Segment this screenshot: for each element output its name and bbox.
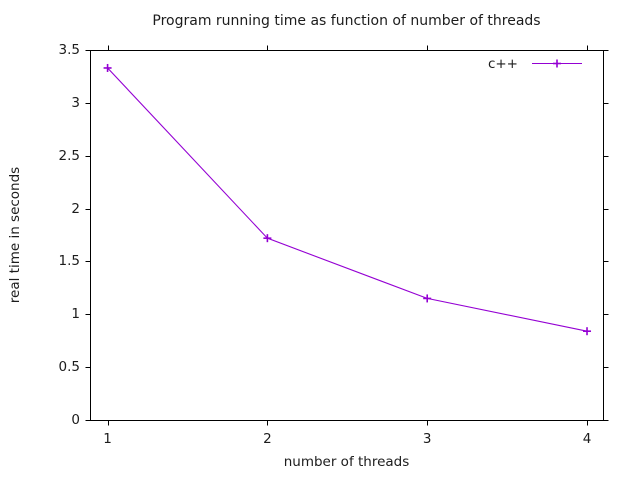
y-tick-label: 1.5 (58, 253, 80, 270)
y-tick-label: 2.5 (58, 147, 80, 164)
y-tick-label: 1 (71, 306, 80, 323)
y-tick-label: 3 (71, 94, 80, 111)
legend-series-label: c++ (487, 56, 518, 72)
x-tick-label: 4 (582, 431, 592, 447)
y-tick-label: 2 (71, 200, 80, 217)
y-axis-label: real time in seconds (7, 166, 23, 304)
x-tick-label: 1 (103, 431, 112, 447)
x-axis-label: number of threads (283, 454, 410, 470)
y-tick-label: 0.5 (58, 359, 80, 376)
x-tick-label: 3 (422, 431, 432, 447)
chart-title: Program running time as function of numb… (152, 13, 541, 29)
plot-border (90, 50, 604, 421)
series-line (107, 67, 588, 332)
y-tick-label: 0 (71, 412, 80, 428)
x-tick-label: 2 (263, 431, 272, 447)
y-tick-label: 3.5 (58, 42, 80, 58)
